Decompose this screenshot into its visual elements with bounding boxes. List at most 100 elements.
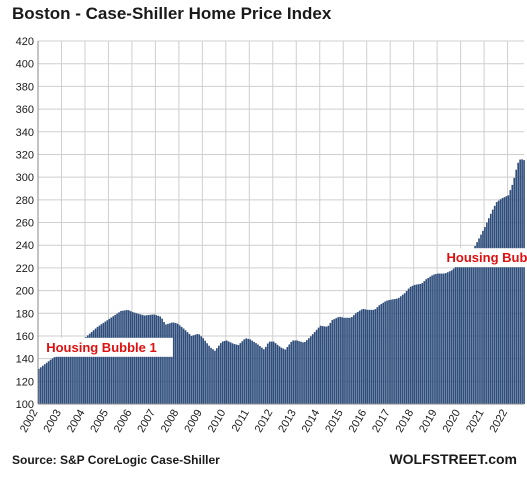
bar <box>77 342 79 404</box>
bar <box>366 309 369 404</box>
bar <box>309 336 312 404</box>
bar <box>345 317 347 404</box>
x-tick-label: 2002 <box>18 408 41 435</box>
bar <box>507 195 510 404</box>
x-tick-label: 2007 <box>135 408 158 435</box>
bar <box>474 245 476 404</box>
bar <box>237 345 240 404</box>
bar <box>290 341 293 404</box>
bar <box>470 253 473 404</box>
bar <box>374 309 377 404</box>
bar <box>219 343 222 404</box>
bar <box>112 316 115 404</box>
bar <box>208 345 210 404</box>
bar <box>325 326 328 404</box>
bar <box>433 274 435 404</box>
bar <box>108 318 111 404</box>
bar <box>405 290 408 404</box>
bar <box>333 319 336 404</box>
bar <box>311 334 314 404</box>
bar <box>480 234 482 404</box>
x-tick-label: 2019 <box>417 408 440 435</box>
bar <box>472 249 475 404</box>
bar <box>401 294 404 404</box>
bar <box>65 349 68 404</box>
bar <box>173 322 175 404</box>
bar <box>274 343 277 404</box>
bar <box>403 293 406 404</box>
y-tick-label: 180 <box>16 308 34 320</box>
bar <box>266 343 269 404</box>
bar <box>227 341 230 404</box>
bar <box>349 317 351 404</box>
bar <box>386 300 388 404</box>
bar <box>464 260 467 404</box>
bar <box>282 348 285 404</box>
bar <box>51 358 54 404</box>
bar <box>135 313 138 404</box>
bar <box>300 341 302 404</box>
annotation-bg <box>443 248 527 268</box>
annotation-bg <box>43 337 173 357</box>
bar <box>435 274 437 404</box>
bar <box>169 323 171 404</box>
y-tick-label: 380 <box>16 81 34 93</box>
bar <box>439 273 441 404</box>
bar <box>96 326 99 404</box>
bar <box>202 338 205 404</box>
bar <box>288 344 291 404</box>
bar <box>272 341 275 404</box>
annotation-label: Housing Bubble 2 <box>447 250 527 265</box>
bar <box>94 328 97 404</box>
bar <box>360 309 363 404</box>
bar <box>501 198 504 404</box>
bar <box>343 317 345 404</box>
bar <box>425 279 428 404</box>
bar <box>198 334 201 404</box>
bar <box>484 227 486 404</box>
bar <box>523 160 525 404</box>
bar <box>331 320 334 404</box>
bar <box>126 310 128 404</box>
bar <box>100 324 103 404</box>
bar <box>407 288 410 404</box>
bar <box>84 337 87 404</box>
bar <box>446 272 449 404</box>
bar <box>114 314 116 404</box>
x-tick-label: 2012 <box>253 408 276 435</box>
bar <box>259 346 261 404</box>
watermark: WOLFSTREET.com <box>389 451 517 467</box>
bar <box>429 276 431 404</box>
bar <box>116 313 118 404</box>
bar <box>212 349 214 404</box>
bar <box>229 342 232 404</box>
bar <box>452 268 455 404</box>
bar <box>441 273 443 404</box>
bar <box>257 344 259 404</box>
y-tick-label: 140 <box>16 354 34 366</box>
bar <box>249 339 251 404</box>
bar <box>161 318 163 404</box>
bar <box>188 334 191 404</box>
bar <box>378 305 381 404</box>
bar <box>81 339 83 404</box>
x-tick-label: 2003 <box>41 408 64 435</box>
bar <box>214 350 216 404</box>
bar <box>38 368 40 404</box>
bar <box>122 310 124 404</box>
bar <box>120 310 122 404</box>
bar <box>63 350 66 404</box>
bar <box>499 199 502 404</box>
bar <box>184 330 187 404</box>
bar <box>468 257 471 404</box>
bar <box>427 277 430 404</box>
bar <box>413 284 416 404</box>
bar <box>231 343 234 404</box>
bar-series <box>38 159 525 404</box>
bar <box>79 341 81 404</box>
annotations: Housing Bubble 1 Housing Bubble 2 <box>43 248 527 357</box>
bar <box>182 328 185 404</box>
bar <box>268 341 271 404</box>
x-tick-label: 2015 <box>323 408 346 435</box>
